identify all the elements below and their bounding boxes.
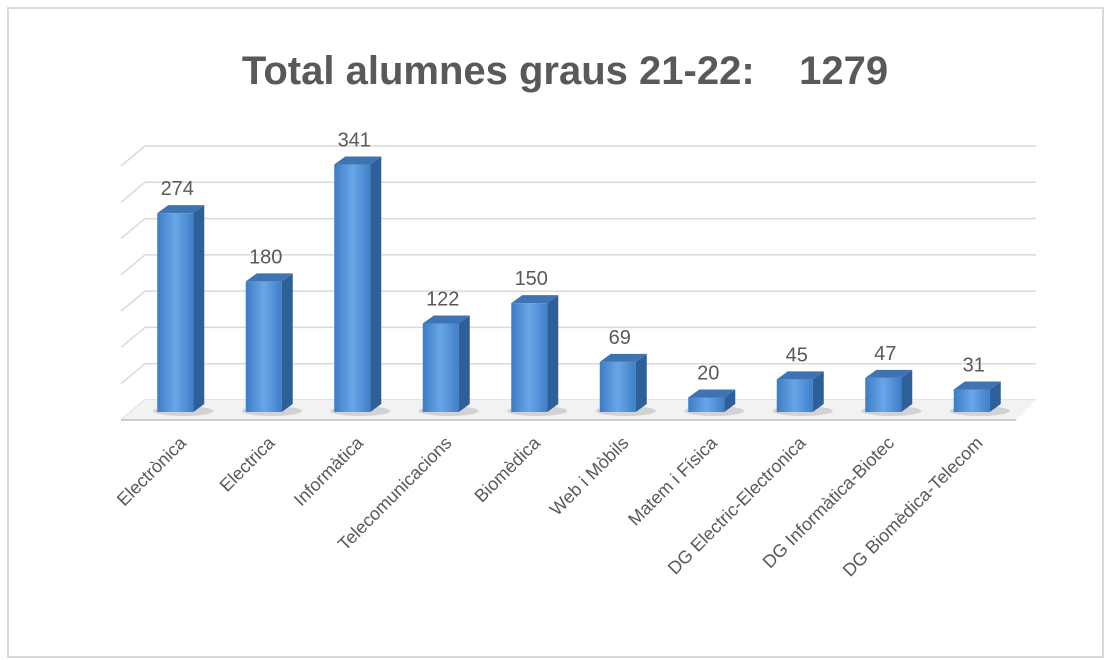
bar-side — [281, 273, 293, 412]
bar-side — [635, 353, 647, 412]
side-grid-line — [120, 145, 146, 167]
data-label: 47 — [874, 343, 896, 365]
bar-side — [989, 381, 1001, 412]
side-grid-line — [120, 254, 146, 276]
bar — [776, 379, 813, 412]
bar — [953, 389, 990, 412]
bar — [865, 377, 902, 412]
bar — [511, 303, 548, 412]
data-label: 69 — [609, 327, 631, 349]
data-label: 45 — [786, 344, 808, 366]
data-label: 31 — [963, 355, 985, 377]
side-grid-line — [120, 290, 146, 312]
bar — [599, 361, 636, 412]
side-grid-line — [120, 363, 146, 385]
bar-top — [245, 273, 293, 282]
side-grid-line — [120, 217, 146, 240]
bar-top — [599, 353, 647, 362]
bar-top — [422, 315, 470, 324]
bar-side — [370, 156, 382, 412]
chart-title: Total alumnes graus 21-22: 1279 — [242, 49, 888, 93]
bar-top — [953, 381, 1001, 390]
data-label: 274 — [161, 178, 194, 200]
bar-side — [812, 371, 824, 412]
bar-top — [334, 156, 382, 165]
bar — [245, 281, 282, 412]
bar-side — [724, 389, 736, 412]
bar-top — [157, 205, 205, 214]
bar-top — [865, 369, 913, 378]
data-label: 150 — [515, 268, 548, 290]
bar-side — [193, 205, 205, 412]
bar-side — [458, 315, 470, 412]
bar-top — [688, 389, 736, 398]
bar-top — [511, 295, 559, 304]
data-label: 122 — [426, 288, 459, 310]
bar — [688, 397, 725, 412]
data-label: 20 — [697, 362, 719, 384]
side-grid-line — [120, 181, 146, 203]
bar-side — [547, 295, 559, 412]
bar — [422, 323, 459, 412]
bar — [334, 164, 371, 412]
side-grid-line — [120, 326, 146, 349]
data-label: 341 — [338, 130, 371, 152]
bar-side — [901, 369, 913, 412]
bar-top — [776, 371, 824, 380]
bar — [157, 213, 194, 412]
data-label: 180 — [249, 246, 282, 268]
